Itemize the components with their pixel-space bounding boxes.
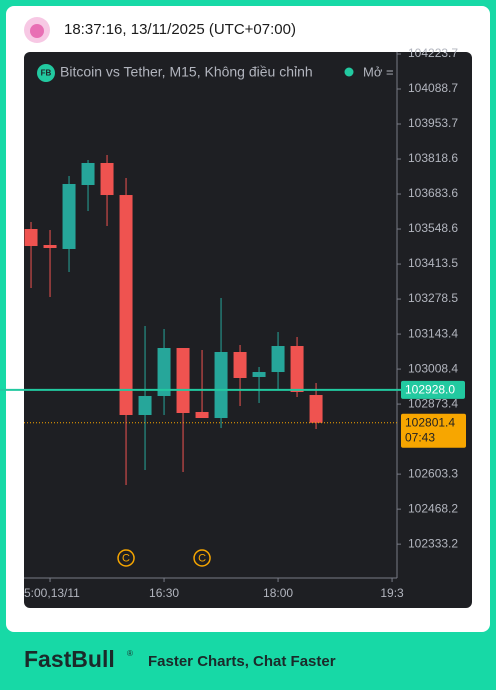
- y-tick-label: 104088.7: [408, 81, 458, 95]
- candle-body: [176, 348, 190, 414]
- y-tick-label: 103818.6: [408, 151, 458, 165]
- avatar-face: [30, 24, 44, 38]
- candle-body: [138, 395, 152, 415]
- legend-extra: Mở =: [363, 64, 394, 79]
- y-tick-label: 102603.3: [408, 466, 458, 480]
- x-tick-label: 19:3: [380, 586, 404, 600]
- tagline: Faster Charts, Chat Faster: [148, 653, 336, 670]
- candle-body: [252, 372, 266, 377]
- candle-body: [233, 351, 247, 379]
- y-tick-label: 103278.5: [408, 291, 458, 305]
- plot: [24, 155, 323, 486]
- y-tick-label: 103548.6: [408, 221, 458, 235]
- candle-body: [24, 229, 38, 247]
- event-label: C: [198, 552, 206, 564]
- y-tick-label: 103143.4: [408, 326, 458, 340]
- y-tick-label: 104223.7: [408, 46, 458, 60]
- x-tick-label: 18:00: [263, 586, 293, 600]
- y-tick-label: 103683.6: [408, 186, 458, 200]
- countdown-label: 07:43: [405, 430, 435, 444]
- y-tick-label: 102873.4: [408, 396, 458, 410]
- candle-body: [119, 195, 133, 415]
- registered-mark: ®: [127, 649, 133, 658]
- candle-body: [157, 348, 171, 396]
- status-dot: [344, 67, 354, 77]
- candle-body: [290, 346, 304, 393]
- last-price-label: 102928.0: [405, 383, 455, 397]
- event-label: C: [122, 552, 130, 564]
- event-marker: [117, 549, 135, 567]
- symbol-icon: [37, 64, 55, 82]
- y-tick-label: 102468.2: [408, 501, 458, 515]
- candle-body: [62, 183, 76, 249]
- y-tick-label: 102333.2: [408, 536, 458, 550]
- current-price-box: [401, 413, 466, 448]
- candle-body: [309, 395, 323, 423]
- y-tick-label: 103413.5: [408, 256, 458, 270]
- x-tick-label: 5:00,13/11: [24, 586, 80, 600]
- current-price-label: 102801.4: [405, 415, 455, 429]
- candle-body: [214, 351, 228, 419]
- x-tick-label: 16:30: [149, 586, 179, 600]
- last-price-box: [401, 380, 465, 399]
- symbol-icon-text: FB: [41, 69, 52, 78]
- y-tick-label: 103953.7: [408, 116, 458, 130]
- candle-body: [195, 411, 209, 419]
- candle-body: [271, 346, 285, 373]
- candle-body: [81, 162, 95, 186]
- chart-panel: [24, 52, 472, 608]
- event-marker: [193, 549, 211, 567]
- legend-title: Bitcoin vs Tether, M15, Không điều chỉnh: [60, 64, 313, 80]
- timestamp: 18:37:16, 13/11/2025 (UTC+07:00): [64, 21, 296, 38]
- y-tick-label: 103008.4: [408, 361, 458, 375]
- brand: FastBull: [24, 646, 115, 672]
- candle-body: [100, 162, 114, 196]
- candle-body: [43, 244, 57, 249]
